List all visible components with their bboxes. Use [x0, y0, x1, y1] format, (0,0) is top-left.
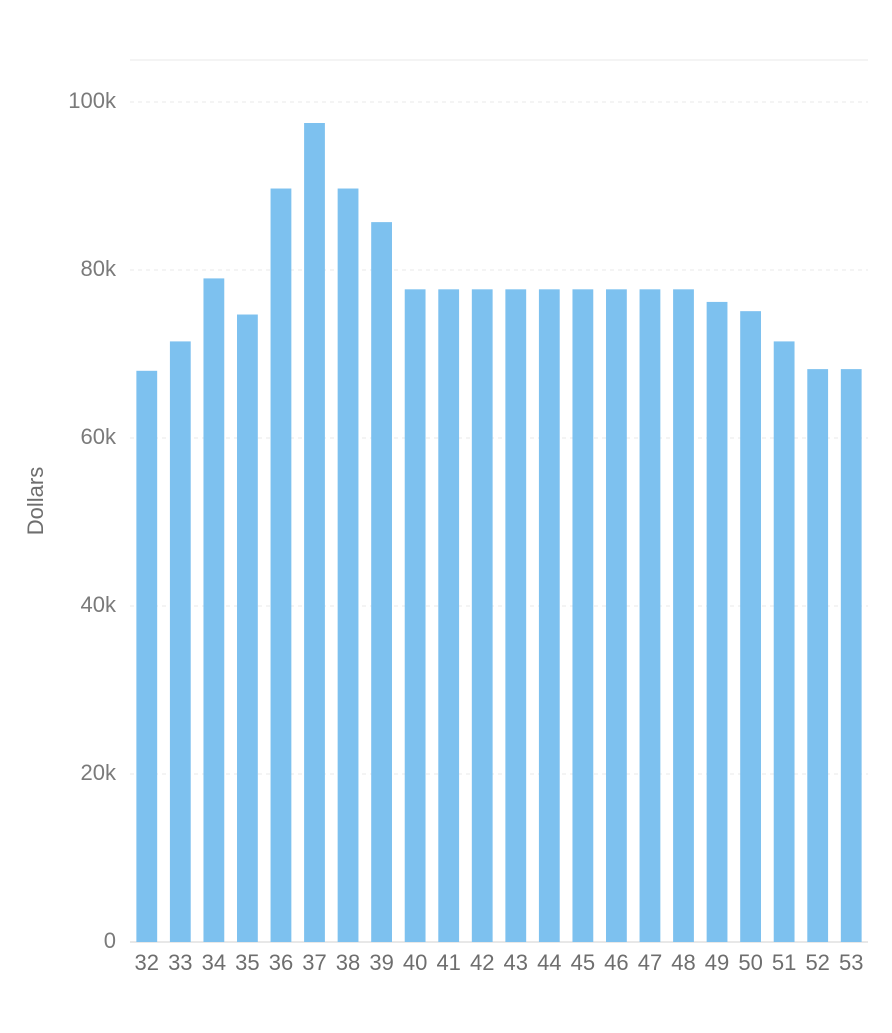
y-tick-label: 20k: [81, 760, 117, 785]
bar: [673, 289, 694, 942]
bar: [740, 311, 761, 942]
x-tick-label: 42: [470, 950, 494, 975]
bar: [371, 222, 392, 942]
x-tick-label: 32: [135, 950, 159, 975]
bar: [405, 289, 426, 942]
x-tick-label: 44: [537, 950, 561, 975]
y-tick-label: 80k: [81, 256, 117, 281]
x-tick-label: 43: [504, 950, 528, 975]
x-tick-label: 46: [604, 950, 628, 975]
y-tick-label: 40k: [81, 592, 117, 617]
bar-chart: 0 20k 40k 60k 80k 100k 32 33 34 35 36 37 38 39 40 41 42 4…: [0, 0, 892, 1033]
bar: [472, 289, 493, 942]
y-axis-label: Dollars: [23, 467, 49, 535]
y-tick-label: 0: [104, 928, 116, 953]
x-tick-label: 40: [403, 950, 427, 975]
bar: [539, 289, 560, 942]
bar: [338, 189, 359, 942]
bar: [572, 289, 593, 942]
x-tick-label: 48: [671, 950, 695, 975]
bar: [707, 302, 728, 942]
bar: [807, 369, 828, 942]
x-tick-label: 34: [202, 950, 226, 975]
bar: [203, 278, 224, 942]
x-tick-label: 45: [571, 950, 595, 975]
bar: [304, 123, 325, 942]
bar: [774, 341, 795, 942]
x-tick-label: 49: [705, 950, 729, 975]
x-tick-label: 41: [436, 950, 460, 975]
x-tick-label: 53: [839, 950, 863, 975]
x-tick-label: 50: [738, 950, 762, 975]
bar: [505, 289, 526, 942]
x-tick-label: 51: [772, 950, 796, 975]
chart-container: 0 20k 40k 60k 80k 100k 32 33 34 35 36 37 38 39 40 41 42 4…: [0, 0, 892, 1033]
x-tick-label: 52: [805, 950, 829, 975]
bar: [170, 341, 191, 942]
bar: [237, 315, 258, 942]
x-tick-label: 47: [638, 950, 662, 975]
x-tick-label: 36: [269, 950, 293, 975]
x-tick-label: 39: [369, 950, 393, 975]
bar: [606, 289, 627, 942]
bar: [438, 289, 459, 942]
x-tick-label: 38: [336, 950, 360, 975]
bar: [136, 371, 157, 942]
x-tick-label: 35: [235, 950, 259, 975]
bar: [271, 189, 292, 942]
x-tick-label: 37: [302, 950, 326, 975]
x-tick-label: 33: [168, 950, 192, 975]
y-tick-label: 100k: [68, 88, 117, 113]
bar: [640, 289, 661, 942]
bar: [841, 369, 862, 942]
y-tick-label: 60k: [81, 424, 117, 449]
